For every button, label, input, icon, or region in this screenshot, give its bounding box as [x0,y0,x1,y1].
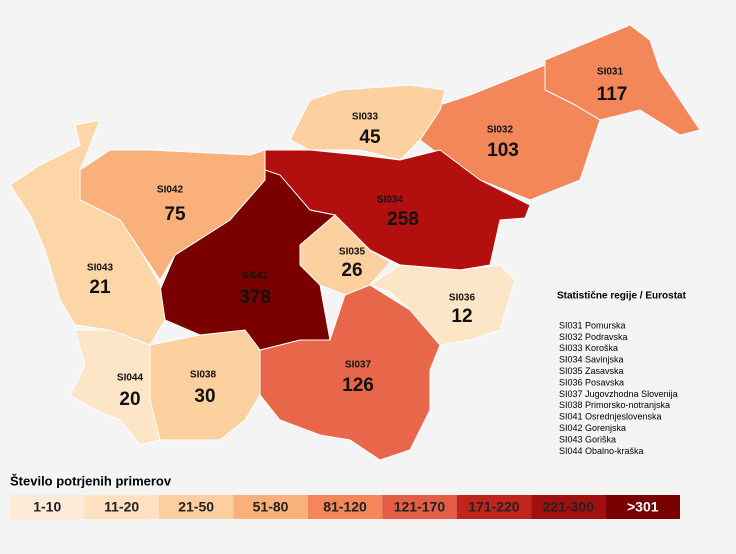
legend-label: 1-10 [33,499,61,515]
legend-label: 171-220 [468,499,520,515]
labels: SI031 117 SI032 103 SI033 45 SI034 258 SI035 26 SI… [87,67,627,410]
regions [9,24,701,461]
region [368,264,516,346]
legend-swatch [10,495,85,519]
region-list-item: SI044 Obalno-kraška [559,446,644,456]
region-code: SI031 [597,67,624,78]
region-list-item: SI032 Podravska [559,332,628,342]
region-code: SI037 [345,360,372,371]
region-code: SI034 [377,195,404,206]
region-code: SI041 [242,271,269,282]
region-value: 20 [119,389,140,410]
region-list-item: SI035 Zasavska [559,366,624,376]
region-code: SI032 [487,125,514,136]
legend-swatch [233,495,308,519]
region-code: SI043 [87,263,114,274]
legend-swatch [456,495,532,519]
region-list-item: SI042 Gorenjska [559,423,626,433]
region-list-title: Statistične regije / Eurostat [557,291,687,302]
region-code: SI042 [157,185,184,196]
region-value: 258 [387,209,419,230]
region-value: 378 [239,287,271,308]
legend-label: 21-50 [178,499,214,515]
region-value: 26 [341,260,362,281]
legend-swatch [382,495,457,519]
region-list-item: SI043 Goriška [559,434,616,444]
region-value: 21 [89,277,111,298]
region-list-item: SI038 Primorsko-notranjska [559,400,670,410]
legend-label: 221-300 [543,499,595,515]
legend-label: 51-80 [253,499,289,515]
region-value: 30 [194,386,215,407]
legend-swatch [158,495,234,519]
region-list-item: SI036 Posavska [559,377,624,387]
legend-swatch [605,495,680,519]
region-code: SI038 [190,370,217,381]
region-value: 103 [487,140,519,161]
legend-swatch [307,495,383,519]
region-list-item: SI041 Osrednjeslovenska [559,412,662,422]
legend-label: 81-120 [323,499,367,515]
region-value: 75 [164,204,186,225]
region-list-item: SI033 Koroška [559,343,618,353]
region-value: 117 [597,84,628,105]
region-value: 45 [359,127,381,148]
region-code: SI036 [449,293,476,304]
region [259,284,441,461]
region-value: 126 [342,375,374,396]
region-code: SI044 [117,373,144,384]
legend-swatch [84,495,159,519]
region-code: SI033 [352,112,379,123]
legend: 1-10 11-20 21-50 51-80 81-120 121-170 171-220 2… [10,495,680,519]
region-list-item: SI037 Jugovzhodna Slovenija [559,389,678,399]
legend-label: 11-20 [104,499,139,515]
region [149,329,261,441]
region-value: 12 [451,306,472,327]
legend-title: Število potrjenih primerov [10,473,172,488]
region-list-item: SI034 Savinjska [559,355,624,365]
region [289,84,446,161]
legend-swatch [531,495,606,519]
region-list-item: SI031 Pomurska [559,320,626,330]
region-code: SI035 [339,247,366,258]
legend-label: >301 [627,499,659,515]
region [9,119,166,346]
legend-label: 121-170 [394,499,446,515]
region [69,329,161,446]
